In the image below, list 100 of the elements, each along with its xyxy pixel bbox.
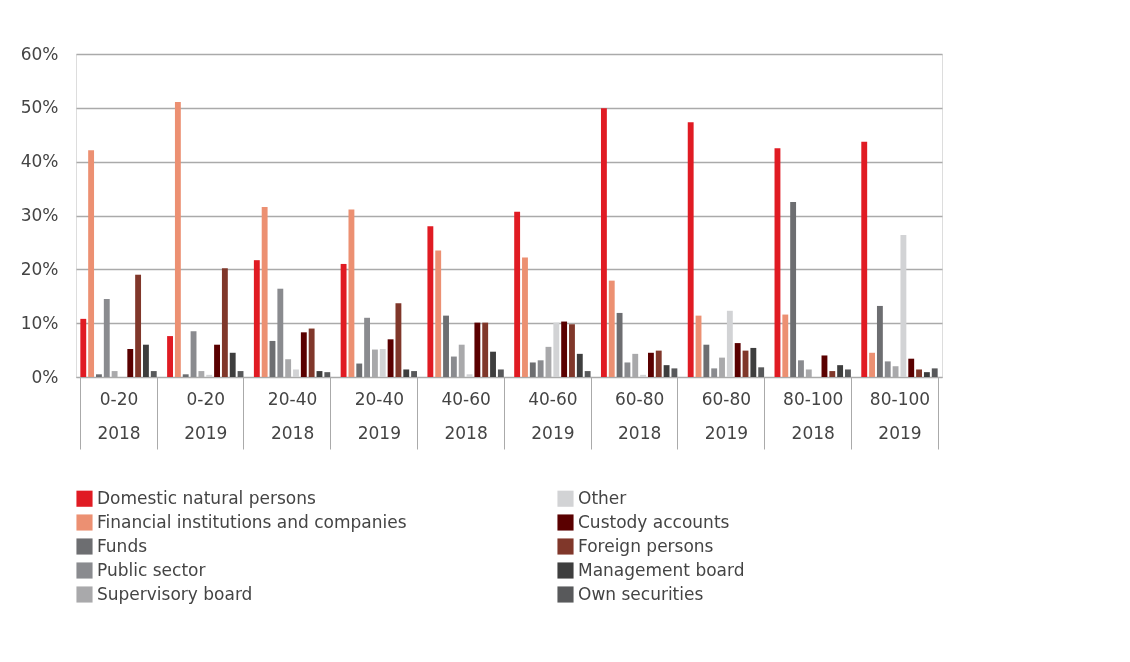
legend-label: Domestic natural persons — [97, 487, 316, 508]
bar — [876, 305, 883, 377]
bar — [861, 141, 868, 377]
bar — [206, 374, 213, 377]
bar — [553, 322, 560, 377]
x-tick-label: 80-100 2018 — [783, 388, 844, 443]
bar — [356, 363, 363, 377]
bar — [845, 369, 851, 377]
bar — [537, 360, 544, 377]
legend-label: Own securities — [578, 583, 704, 604]
bar — [837, 365, 844, 377]
bar — [324, 372, 331, 377]
bar — [80, 318, 87, 377]
bar — [395, 303, 402, 377]
bar — [584, 371, 591, 377]
bar — [600, 108, 607, 377]
legend-label: Financial institutions and companies — [97, 511, 407, 532]
bar — [253, 260, 260, 377]
y-tick-label: 40% — [20, 151, 59, 172]
bar — [435, 250, 442, 377]
bar — [703, 344, 710, 377]
bar — [608, 280, 615, 377]
bar — [229, 352, 236, 377]
legend-label: Foreign persons — [578, 535, 714, 556]
y-tick-label: 30% — [20, 205, 59, 225]
legend-label: Funds — [97, 535, 148, 556]
bar — [308, 328, 315, 377]
y-tick-label: 60% — [20, 43, 59, 64]
bar — [174, 101, 181, 377]
bar — [340, 263, 347, 377]
bar — [474, 322, 481, 377]
y-tick-label: 0% — [31, 366, 59, 387]
bar — [443, 315, 449, 377]
bar — [427, 226, 434, 377]
bar — [529, 362, 536, 377]
bar — [908, 358, 915, 377]
bar — [561, 321, 568, 377]
bar — [221, 268, 228, 377]
bar — [214, 344, 220, 377]
bar — [916, 369, 922, 377]
y-tick-label: 20% — [20, 258, 59, 279]
bar — [150, 371, 157, 377]
x-tick-label: 0-20 2019 — [184, 388, 228, 443]
bar — [514, 211, 521, 377]
bar — [923, 372, 930, 377]
y-tick-label: 10% — [20, 312, 59, 333]
x-tick-label: 20-40 2019 — [354, 388, 405, 443]
bar — [450, 356, 457, 377]
bar — [364, 317, 371, 377]
bar — [640, 374, 647, 377]
bar — [790, 202, 797, 377]
bar — [103, 298, 110, 377]
bar — [482, 322, 489, 377]
bar — [261, 206, 268, 377]
x-tick-label: 80-100 2019 — [869, 388, 931, 443]
legend-label: Public sector — [97, 559, 206, 580]
bar — [829, 371, 836, 377]
bar — [497, 369, 504, 377]
bar — [293, 369, 299, 377]
bar — [782, 314, 789, 377]
bar — [182, 374, 189, 377]
bar — [466, 374, 473, 377]
bar — [403, 369, 410, 377]
x-tick-label: 40-60 2019 — [528, 388, 578, 443]
bar — [167, 336, 173, 377]
bar — [277, 288, 284, 377]
legend-label: Custody accounts — [578, 511, 730, 532]
bar — [931, 368, 938, 377]
bar — [300, 332, 307, 377]
bar — [687, 122, 694, 377]
x-tick-label: 60-80 2018 — [614, 388, 665, 443]
bar — [616, 312, 623, 377]
bar — [900, 234, 907, 377]
bar — [726, 310, 733, 377]
bar — [711, 368, 718, 377]
bar — [869, 352, 876, 377]
bar — [411, 371, 418, 377]
bar — [387, 339, 394, 377]
bar — [142, 344, 149, 377]
x-tick-label: 60-80 2019 — [701, 388, 752, 443]
bar — [569, 324, 575, 377]
x-tick-label: 0-20 2018 — [97, 388, 141, 443]
bar — [96, 374, 102, 377]
x-tick-label: 40-60 2018 — [441, 388, 491, 443]
y-tick-label: 50% — [20, 97, 59, 118]
legend-label: Other — [578, 487, 627, 508]
bar — [798, 360, 804, 377]
bar — [884, 361, 891, 377]
bar — [671, 368, 678, 377]
bar — [379, 349, 386, 377]
bar — [127, 349, 134, 377]
bar — [624, 362, 631, 377]
bar — [734, 343, 741, 377]
bar — [490, 351, 496, 377]
bar — [522, 257, 528, 377]
legend-label: Management board — [578, 559, 745, 580]
bar — [647, 352, 654, 377]
bar — [663, 365, 670, 377]
bar — [750, 347, 757, 377]
bar — [348, 209, 355, 377]
